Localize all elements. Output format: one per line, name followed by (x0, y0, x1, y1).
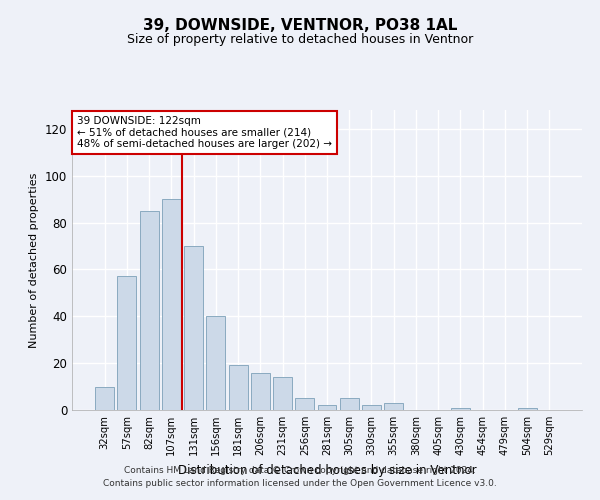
Bar (295, 398, 314, 410)
Bar (273, 377, 292, 410)
Text: Size of property relative to detached houses in Ventnor: Size of property relative to detached ho… (127, 32, 473, 46)
Bar (317, 406, 337, 410)
Bar (340, 398, 359, 410)
Bar (362, 406, 381, 410)
Text: 39 DOWNSIDE: 122sqm
← 51% of detached houses are smaller (214)
48% of semi-detac: 39 DOWNSIDE: 122sqm ← 51% of detached ho… (77, 116, 332, 149)
Bar (251, 372, 270, 410)
Bar (229, 366, 248, 410)
Bar (518, 408, 536, 410)
X-axis label: Distribution of detached houses by size in Ventnor: Distribution of detached houses by size … (178, 464, 476, 476)
Bar (384, 403, 403, 410)
Bar (162, 199, 181, 410)
Bar (95, 386, 114, 410)
Y-axis label: Number of detached properties: Number of detached properties (29, 172, 39, 348)
Bar (118, 276, 136, 410)
Bar (140, 211, 158, 410)
Bar (451, 408, 470, 410)
Text: 39, DOWNSIDE, VENTNOR, PO38 1AL: 39, DOWNSIDE, VENTNOR, PO38 1AL (143, 18, 457, 32)
Bar (184, 246, 203, 410)
Bar (206, 316, 225, 410)
Text: Contains HM Land Registry data © Crown copyright and database right 2024.
Contai: Contains HM Land Registry data © Crown c… (103, 466, 497, 487)
